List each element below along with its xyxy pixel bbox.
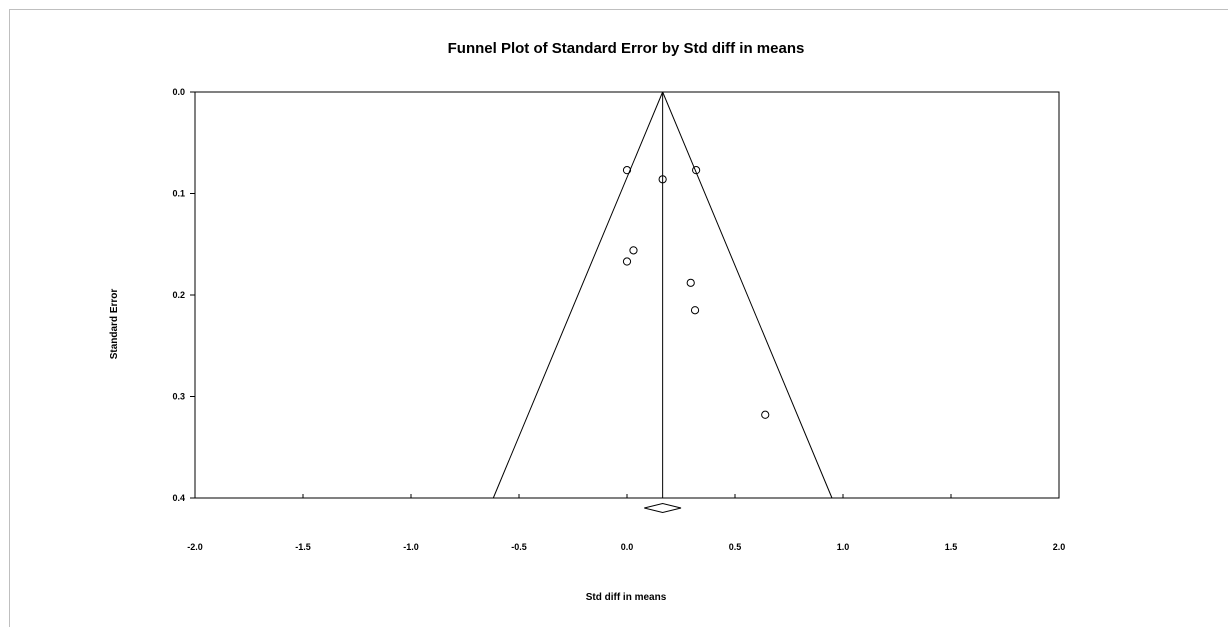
x-tick-label: 1.5: [945, 542, 958, 552]
study-point: [692, 166, 701, 175]
funnel-lines: [492, 91, 833, 499]
x-tick-label: -2.0: [187, 542, 203, 552]
study-point: [622, 257, 632, 266]
study-point: [761, 410, 770, 419]
x-tick-label: -0.5: [511, 542, 527, 552]
study-point: [622, 166, 632, 175]
plot-area-frame: [194, 91, 1060, 499]
x-axis-label: Std diff in means: [586, 592, 667, 603]
chart-title: Funnel Plot of Standard Error by Std dif…: [448, 40, 805, 57]
funnel-left-limit-line: [492, 91, 664, 499]
study-points: [622, 166, 770, 419]
y-tick-label: 0.2: [172, 290, 185, 300]
study-point: [690, 306, 700, 315]
x-tick-label: 0.5: [729, 542, 742, 552]
funnel-right-limit-line: [662, 91, 833, 499]
y-axis-ticks: 0.0 0.1 0.2 0.3 0.4: [172, 87, 195, 503]
x-tick-label: -1.5: [295, 542, 311, 552]
summary-effect-diamond: [644, 502, 682, 514]
x-tick-label: 0.0: [621, 542, 634, 552]
y-tick-label: 0.4: [172, 493, 185, 503]
study-point: [658, 175, 667, 184]
study-point: [686, 278, 695, 287]
y-tick-label: 0.1: [172, 189, 185, 199]
y-tick-label: 0.3: [172, 392, 185, 402]
x-tick-label: 1.0: [837, 542, 850, 552]
y-tick-label: 0.0: [172, 87, 185, 97]
x-tick-label: 2.0: [1053, 542, 1066, 552]
x-tick-label: -1.0: [403, 542, 419, 552]
y-axis-label: Standard Error: [109, 289, 120, 360]
study-point: [629, 246, 638, 255]
summary-diamond-group: [644, 502, 682, 514]
x-axis-ticks: -2.0 -1.5 -1.0 -0.5 0.0 0.5 1.0 1.5 2.0: [187, 494, 1065, 552]
